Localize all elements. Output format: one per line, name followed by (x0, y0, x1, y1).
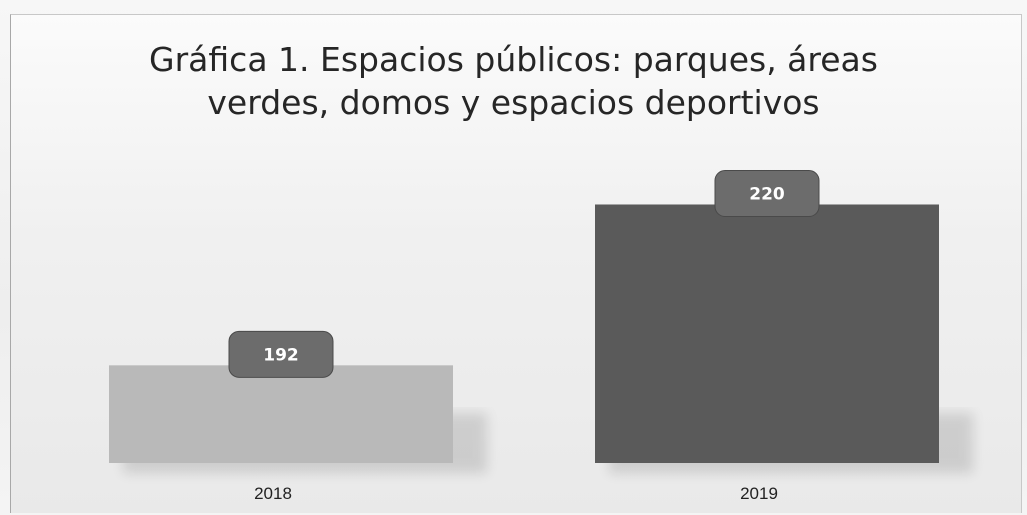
data-label-box-2018 (228, 330, 334, 378)
bar-2019 (595, 204, 939, 463)
category-label-2019: 2019 (740, 484, 778, 503)
data-label-box-2019 (714, 169, 820, 217)
chart-title-line-2: verdes, domos y espacios deportivos (207, 83, 820, 122)
category-label-2018: 2018 (254, 484, 292, 503)
bar-2018 (109, 365, 453, 463)
chart-title-line-1: Gráfica 1. Espacios públicos: parques, á… (149, 40, 878, 79)
data-label-2019: 220 (749, 184, 785, 204)
plot-area: 192 2018 220 2019 (109, 169, 973, 503)
chart-title: Gráfica 1. Espacios públicos: parques, á… (100, 38, 927, 124)
data-label-2018: 192 (263, 345, 299, 365)
